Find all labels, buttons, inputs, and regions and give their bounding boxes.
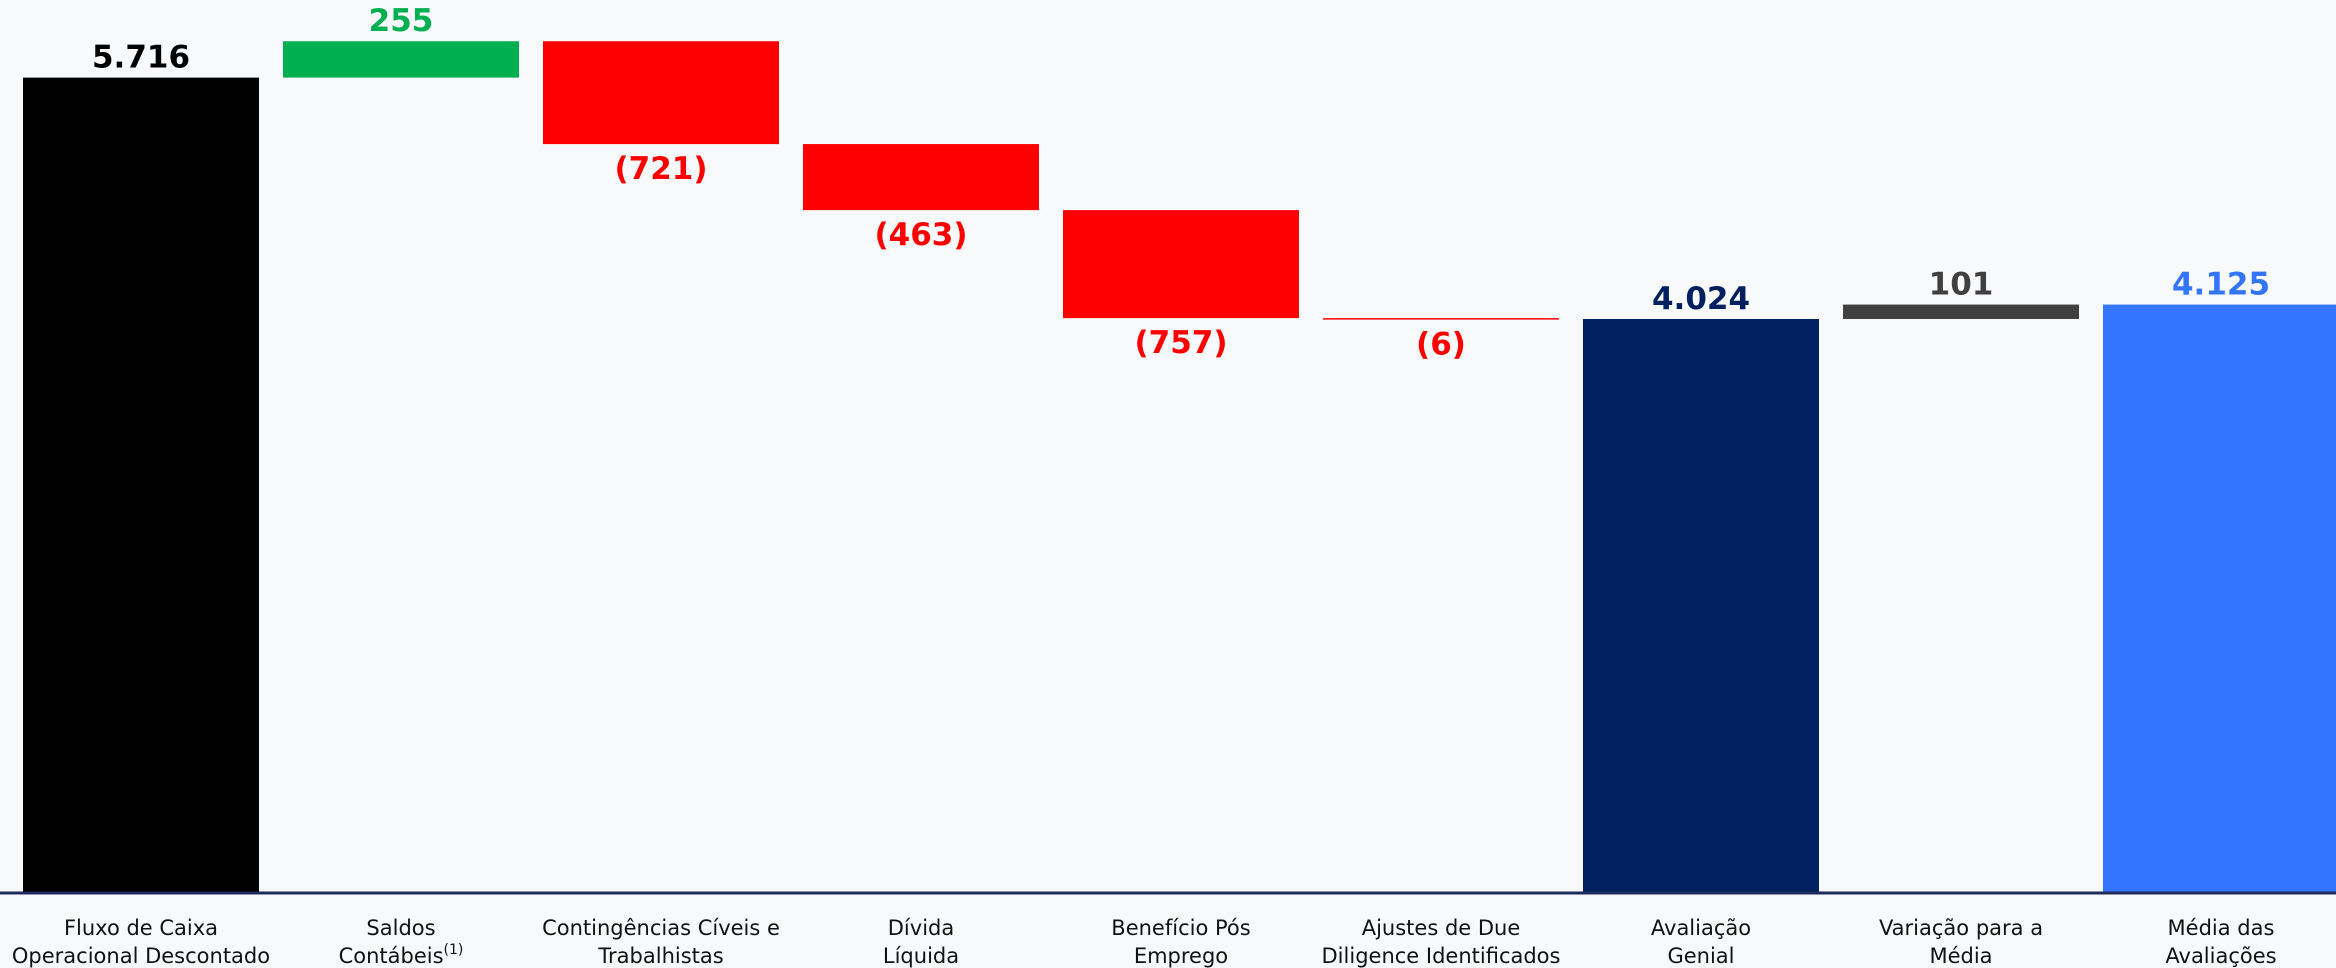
bars-layer: [23, 41, 2336, 894]
category-label-6-line1: Avaliação: [1651, 916, 1751, 940]
category-label-3-line2-text: Líquida: [883, 944, 959, 968]
category-label-0-line1: Fluxo de Caixa: [64, 916, 218, 940]
category-label-0-line2: Operacional Descontado: [12, 944, 270, 968]
bar-6: [1583, 318, 1819, 893]
category-label-1-line2-text: Contábeis: [339, 944, 444, 968]
value-label-4: (757): [1134, 325, 1227, 361]
bar-5: [1323, 318, 1559, 320]
value-label-8: 4.125: [2172, 267, 2270, 303]
category-label-6-line2-text: Genial: [1667, 944, 1734, 968]
category-label-7-line2: Média: [1929, 944, 1992, 968]
category-label-2-line2: Trabalhistas: [597, 944, 723, 968]
bar-3: [803, 144, 1039, 211]
value-label-5: (6): [1416, 327, 1466, 363]
bar-4: [1063, 210, 1299, 319]
value-label-3: (463): [874, 217, 967, 253]
category-label-5-line1: Ajustes de Due: [1362, 916, 1521, 940]
category-label-8-line2: Avaliações: [2165, 944, 2276, 968]
category-label-8-line1: Média das: [2168, 916, 2275, 940]
value-label-0: 5.716: [92, 40, 190, 76]
value-labels-layer: 5.716 255 (721) (463) (757) (6) 4.024 101 4.125: [92, 3, 2270, 362]
category-label-6-line2: Genial: [1667, 944, 1734, 968]
category-label-5-line2-text: Diligence Identificados: [1322, 944, 1561, 968]
category-label-1-footnote: (1): [444, 942, 464, 958]
category-label-2-line2-text: Trabalhistas: [597, 944, 723, 968]
category-label-7-line1: Variação para a: [1879, 916, 2043, 940]
bar-2: [543, 41, 779, 145]
category-label-3-line2: Líquida: [883, 944, 959, 968]
category-label-4-line1: Benefício Pós: [1111, 916, 1250, 940]
category-label-0-line2-text: Operacional Descontado: [12, 944, 270, 968]
category-labels-layer: Fluxo de Caixa Operacional Descontado Sald…: [12, 916, 2277, 968]
category-label-8-line2-text: Avaliações: [2165, 944, 2276, 968]
value-label-7: 101: [1929, 267, 1994, 303]
bar-1: [283, 41, 519, 78]
category-label-1-line2: Contábeis(1): [339, 942, 464, 968]
bar-7: [1843, 304, 2079, 319]
category-label-3-line1: Dívida: [888, 916, 954, 940]
category-label-4-line2-text: Emprego: [1134, 944, 1228, 968]
bar-0: [23, 77, 259, 894]
value-label-1: 255: [369, 3, 434, 39]
category-label-2-line1: Contingências Cíveis e: [542, 916, 780, 940]
category-label-1-line1: Saldos: [366, 916, 435, 940]
category-label-5-line2: Diligence Identificados: [1322, 944, 1561, 968]
value-label-6: 4.024: [1652, 281, 1750, 317]
value-label-2: (721): [614, 151, 707, 187]
category-label-7-line2-text: Média: [1929, 944, 1992, 968]
category-label-4-line2: Emprego: [1134, 944, 1228, 968]
bar-8: [2103, 304, 2336, 893]
